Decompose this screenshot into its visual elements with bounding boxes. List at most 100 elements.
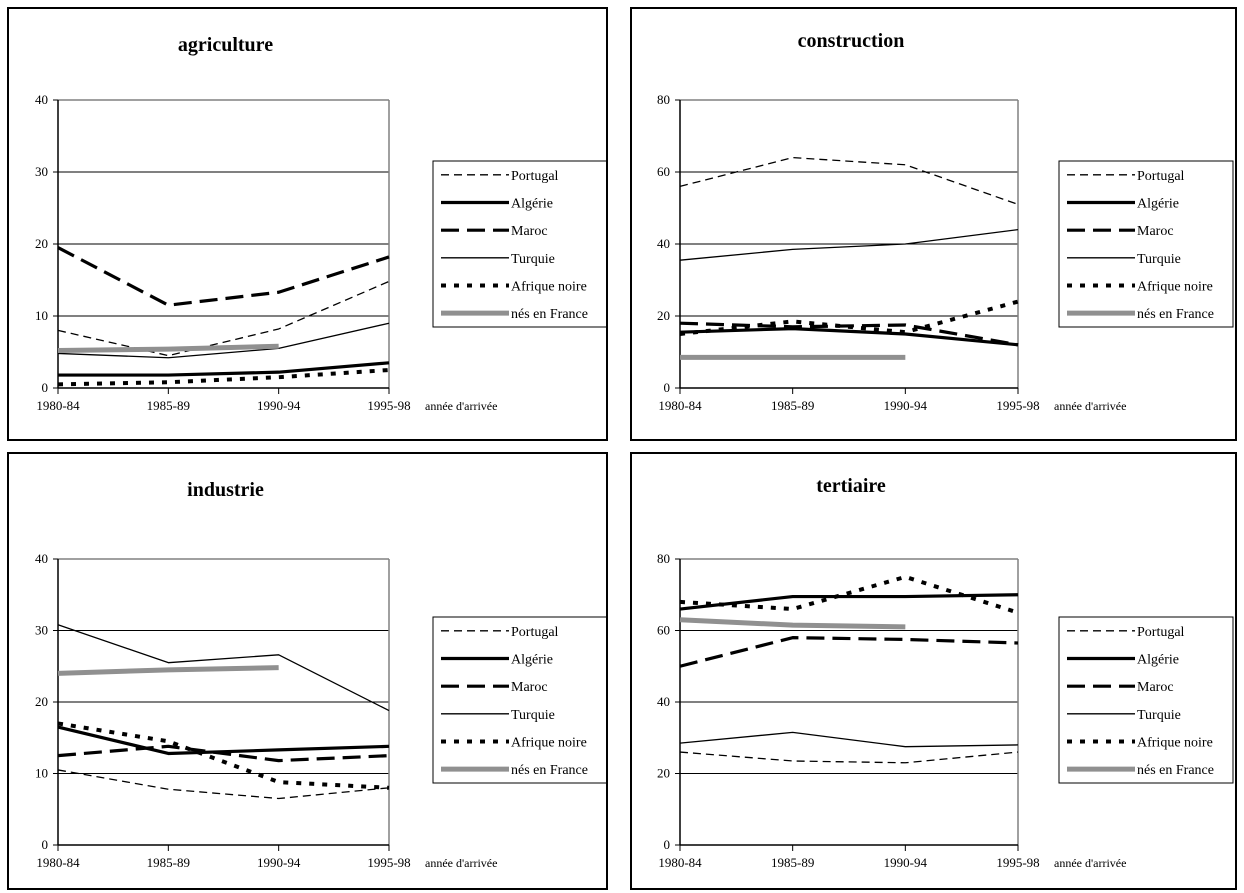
series-line-portugal: [57, 280, 390, 357]
y-tick-label: 30: [35, 164, 48, 179]
y-tick-label: 40: [657, 694, 670, 709]
legend-label-afrique-noire: Afrique noire: [1137, 280, 1213, 295]
x-tick-label: 1990-94: [884, 855, 928, 870]
chart-title: tertiaire: [816, 475, 886, 497]
chart-svg: agriculture 0 10 20 30 40 1980-84 1985-89 1990-9…: [35, 34, 606, 413]
chart-svg: industrie 0 10 20 30 40 1980-84 1985-89 1990-94 1…: [35, 479, 606, 870]
x-tick-label: 1980-84: [658, 398, 702, 413]
x-tick-label: 1990-94: [884, 398, 928, 413]
legend-box: [1058, 160, 1234, 328]
legend: Portugal Algérie Maroc Turquie Afrique noire…: [432, 616, 606, 784]
x-tick-label: 1995-98: [367, 398, 410, 413]
legend-box: [1058, 616, 1234, 784]
x-axis-label: année d'arrivée: [425, 399, 497, 413]
series-line-portugal: [57, 769, 390, 800]
legend: Portugal Algérie Maroc Turquie Afrique noire…: [1058, 616, 1234, 784]
series-line-nes-en-france: [57, 343, 279, 354]
y-tick-label: 60: [657, 623, 670, 638]
y-tick-label: 80: [657, 92, 670, 107]
legend-label-portugal: Portugal: [1137, 169, 1185, 184]
x-axis-label: année d'arrivée: [1054, 856, 1126, 870]
legend-label-nes-en-france: nés en France: [1137, 307, 1214, 322]
x-tick-label: 1995-98: [996, 855, 1039, 870]
legend-label-nes-en-france: nés en France: [1137, 763, 1214, 778]
series-line-portugal: [679, 156, 1019, 206]
legend-label-maroc: Maroc: [511, 224, 548, 239]
legend: Portugal Algérie Maroc Turquie Afrique noire…: [432, 160, 606, 328]
x-tick-label: 1985-89: [147, 855, 190, 870]
chart-panel-agriculture: agriculture 0 10 20 30 40 1980-84 1985-89 1990-9…: [7, 7, 608, 441]
series-line-maroc: [57, 744, 390, 763]
legend-label-algerie: Algérie: [1137, 653, 1179, 668]
y-tick-label: 60: [657, 164, 670, 179]
x-tick-label: 1985-89: [771, 855, 814, 870]
y-tick-label: 0: [42, 380, 49, 395]
y-tick-label: 20: [35, 236, 48, 251]
legend-box: [432, 616, 606, 784]
legend-label-turquie: Turquie: [511, 708, 555, 723]
y-tick-label: 40: [657, 236, 670, 251]
y-tick-label: 40: [35, 92, 48, 107]
legend-label-algerie: Algérie: [1137, 197, 1179, 212]
y-tick-label: 40: [35, 551, 48, 566]
series-line-afrique-noire: [57, 721, 390, 790]
series-line-nes-en-france: [679, 617, 906, 630]
series-line-algerie: [57, 725, 390, 756]
y-tick-label: 80: [657, 551, 670, 566]
chart-title: industrie: [187, 479, 264, 501]
x-tick-label: 1990-94: [257, 398, 301, 413]
x-tick-label: 1995-98: [367, 855, 410, 870]
series-line-portugal: [679, 751, 1019, 764]
legend-label-turquie: Turquie: [511, 252, 555, 267]
series-line-maroc: [57, 246, 390, 307]
legend-label-maroc: Maroc: [511, 680, 548, 695]
series-line-afrique-noire: [57, 368, 390, 387]
legend-label-maroc: Maroc: [1137, 680, 1174, 695]
series-line-turquie: [679, 228, 1019, 261]
legend-label-algerie: Algérie: [511, 197, 553, 212]
series-line-algerie: [679, 593, 1019, 611]
legend-label-portugal: Portugal: [511, 169, 559, 184]
chart-svg: tertiaire 0 20 40 60 80 1980-84 1985-89 1990-94 1…: [657, 475, 1234, 870]
legend-label-turquie: Turquie: [1137, 252, 1181, 267]
y-tick-label: 0: [664, 380, 671, 395]
series-line-afrique-noire: [679, 574, 1019, 615]
y-tick-label: 0: [42, 837, 49, 852]
chart-panel-tertiaire: tertiaire 0 20 40 60 80 1980-84 1985-89 1990-94 1…: [630, 452, 1237, 890]
x-tick-label: 1980-84: [36, 398, 80, 413]
chart-title: construction: [798, 30, 905, 52]
chart-title: agriculture: [178, 34, 273, 56]
legend-label-afrique-noire: Afrique noire: [1137, 736, 1213, 751]
y-tick-label: 10: [35, 766, 48, 781]
y-tick-label: 20: [35, 694, 48, 709]
series-line-turquie: [679, 731, 1019, 748]
chart-panel-construction: construction 0 20 40 60 80 1980-84 1985-89 1990-…: [630, 7, 1237, 441]
x-tick-label: 1980-84: [36, 855, 80, 870]
series-line-turquie: [57, 322, 390, 359]
series-line-afrique-noire: [679, 299, 1019, 336]
series-line-turquie: [57, 624, 390, 712]
legend-label-afrique-noire: Afrique noire: [511, 280, 587, 295]
series-line-nes-en-france: [57, 665, 279, 676]
y-tick-label: 20: [657, 766, 670, 781]
series-line-algerie: [58, 361, 390, 377]
y-tick-label: 10: [35, 308, 48, 323]
y-tick-label: 0: [664, 837, 671, 852]
chart-panel-industrie: industrie 0 10 20 30 40 1980-84 1985-89 1990-94 1…: [7, 452, 608, 890]
legend-label-maroc: Maroc: [1137, 224, 1174, 239]
legend-label-portugal: Portugal: [511, 625, 559, 640]
legend-label-nes-en-france: nés en France: [511, 307, 588, 322]
legend-label-portugal: Portugal: [1137, 625, 1185, 640]
legend: Portugal Algérie Maroc Turquie Afrique noire…: [1058, 160, 1234, 328]
legend-label-nes-en-france: nés en France: [511, 763, 588, 778]
legend-box: [432, 160, 606, 328]
y-tick-label: 30: [35, 623, 48, 638]
legend-label-afrique-noire: Afrique noire: [511, 736, 587, 751]
chart-svg: construction 0 20 40 60 80 1980-84 1985-89 1990-…: [657, 30, 1234, 413]
x-tick-label: 1980-84: [658, 855, 702, 870]
x-tick-label: 1985-89: [771, 398, 814, 413]
x-tick-label: 1990-94: [257, 855, 301, 870]
x-tick-label: 1985-89: [147, 398, 190, 413]
x-tick-label: 1995-98: [996, 398, 1039, 413]
legend-label-algerie: Algérie: [511, 653, 553, 668]
